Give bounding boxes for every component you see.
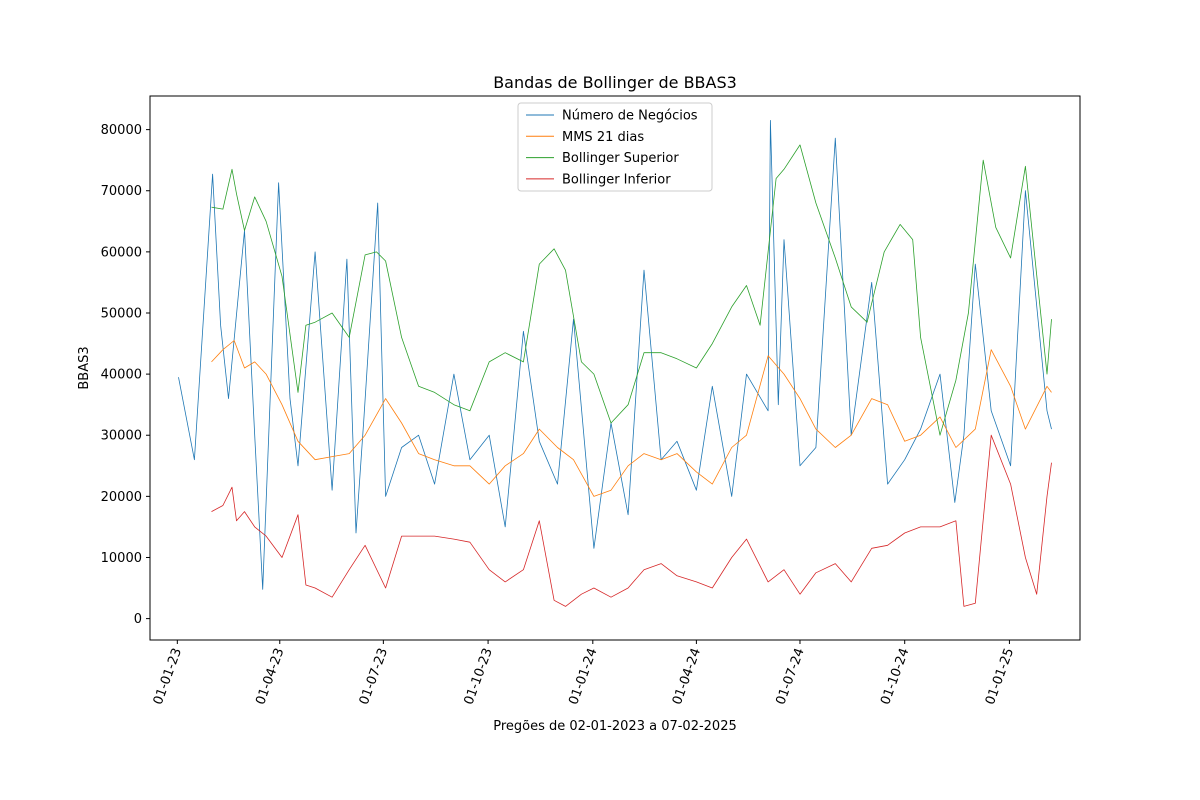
legend-label: Número de Negócios [562, 109, 698, 124]
plot-frame [149, 95, 1081, 641]
legend-box [517, 102, 713, 192]
series-layer [178, 120, 1052, 607]
y-tick-label: 80000 [101, 123, 142, 138]
y-tick-label: 30000 [101, 429, 142, 444]
legend: Número de Negócios MMS 21 dias Bollinger S… [517, 102, 713, 192]
y-axis: 0 10000 20000 30000 40000 50000 60000 70000 8000… [101, 123, 150, 627]
x-axis-label: Pregões de 02-01-2023 a 07-02-2025 [493, 719, 737, 734]
y-axis-label: BBAS3 [77, 346, 92, 389]
legend-label: Bollinger Inferior [562, 172, 671, 187]
series-line-3 [211, 434, 1052, 607]
y-tick-label: 50000 [101, 306, 142, 321]
series-line-1 [211, 340, 1052, 497]
chart-title: Bandas de Bollinger de BBAS3 [493, 73, 737, 92]
legend-label: Bollinger Superior [562, 151, 679, 166]
y-tick-label: 20000 [101, 490, 142, 505]
y-tick-label: 40000 [101, 368, 142, 383]
y-tick-label: 70000 [101, 184, 142, 199]
series-line-0 [178, 120, 1052, 590]
y-tick-label: 10000 [101, 551, 142, 566]
series-line-2 [211, 144, 1052, 436]
y-tick-label: 60000 [101, 245, 142, 260]
y-tick-label: 0 [134, 612, 142, 627]
legend-label: MMS 21 dias [562, 130, 644, 145]
